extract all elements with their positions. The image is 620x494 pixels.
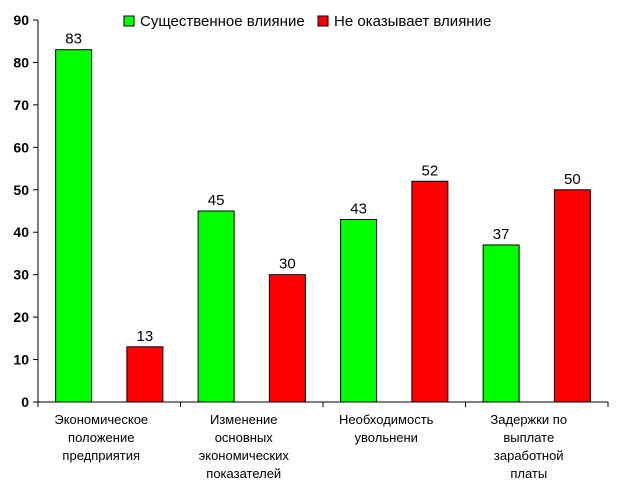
- bar-no-influence: [126, 346, 164, 403]
- category-label: Экономическое: [54, 412, 148, 427]
- category-label: положение: [68, 430, 134, 445]
- category-label: заработной: [494, 448, 564, 463]
- category-labels: Экономическое положение предприятия Изменен…: [54, 412, 567, 481]
- data-label: 50: [564, 171, 581, 188]
- bars: [55, 49, 591, 403]
- y-tick-label: 90: [13, 12, 29, 28]
- bar-significant: [340, 218, 378, 403]
- bar-no-influence: [553, 189, 591, 403]
- bar-significant: [197, 210, 235, 403]
- data-label: 13: [137, 328, 154, 345]
- bar-no-influence: [268, 274, 306, 403]
- bar-significant: [482, 244, 520, 403]
- legend-swatch-no-influence: [317, 15, 329, 27]
- y-tick-label: 40: [13, 224, 29, 240]
- data-label: 83: [65, 31, 82, 48]
- category-label: выплате: [503, 430, 554, 445]
- y-tick-label: 60: [13, 139, 29, 155]
- legend-swatch-significant: [123, 15, 135, 27]
- data-labels: 83 45 43 37 13 30 52 50: [65, 31, 580, 345]
- category-label: платы: [510, 466, 547, 481]
- category-label: предприятия: [62, 448, 140, 463]
- category-label: основных: [215, 430, 274, 445]
- legend-label: Существенное влияние: [140, 13, 305, 30]
- category-label: Необходимость: [339, 412, 434, 427]
- y-tick-label: 20: [13, 309, 29, 325]
- bar-significant: [55, 49, 93, 403]
- data-label: 43: [350, 200, 367, 217]
- category-label: экономических: [199, 448, 290, 463]
- data-label: 52: [422, 162, 439, 179]
- y-tick-label: 80: [13, 54, 29, 70]
- y-tick-label: 10: [13, 352, 29, 368]
- legend: Существенное влияние Не оказывает влияние: [123, 13, 491, 30]
- data-label: 45: [208, 192, 225, 209]
- category-label: Задержки по: [490, 412, 567, 427]
- category-label: увольнени: [355, 430, 418, 445]
- category-label: показателей: [206, 466, 281, 481]
- axes: 0 10 20 30 40 50 60 70 80 90: [13, 12, 609, 410]
- data-label: 37: [493, 226, 510, 243]
- category-label: Изменение: [210, 412, 278, 427]
- legend-label: Не оказывает влияние: [334, 13, 491, 30]
- bar-no-influence: [411, 180, 449, 403]
- y-tick-label: 70: [13, 97, 29, 113]
- y-tick-label: 50: [13, 182, 29, 198]
- y-tick-label: 0: [21, 394, 29, 410]
- y-tick-label: 30: [13, 267, 29, 283]
- data-label: 30: [279, 256, 296, 273]
